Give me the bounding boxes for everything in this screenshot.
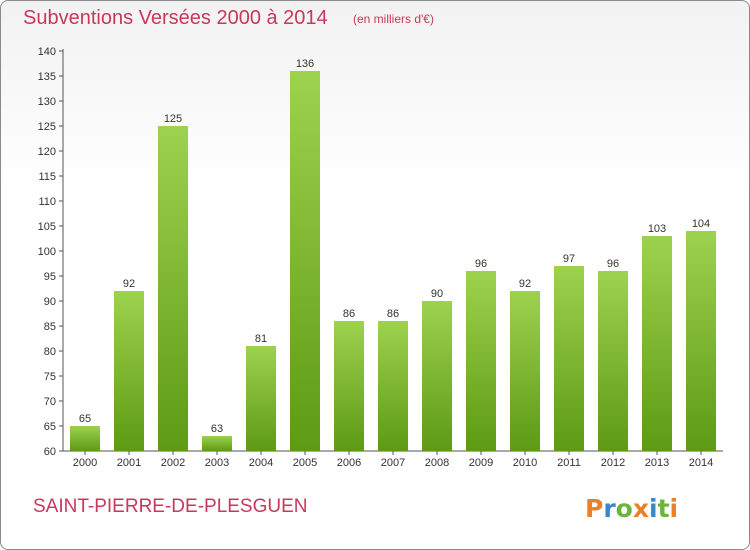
data-label-2014: 104	[692, 218, 710, 230]
bar-2002	[158, 126, 188, 451]
y-tick-label: 130	[38, 96, 56, 108]
brand-wordmark: Proxiti	[585, 494, 678, 523]
bar-2004	[246, 346, 276, 451]
x-tick-label-2008: 2008	[425, 457, 449, 469]
brand-letter: x	[633, 494, 649, 523]
y-tick-label: 115	[38, 171, 56, 183]
data-label-2002: 125	[164, 113, 182, 125]
data-label-2012: 96	[607, 258, 619, 270]
x-tick-label-2001: 2001	[117, 457, 141, 469]
bar-2000	[70, 426, 100, 451]
y-tick-label: 125	[38, 121, 56, 133]
x-tick-label-2006: 2006	[337, 457, 361, 469]
y-tick-label: 70	[44, 396, 56, 408]
brand-letter: P	[585, 494, 603, 523]
brand-letter: t	[658, 494, 670, 523]
data-label-2006: 86	[343, 308, 355, 320]
data-label-2003: 63	[211, 423, 223, 435]
x-tick-label-2014: 2014	[689, 457, 713, 469]
x-tick-label-2010: 2010	[513, 457, 537, 469]
x-tick-label-2005: 2005	[293, 457, 317, 469]
proxiti-logo: Proxiti	[585, 494, 678, 523]
bar-2010	[510, 291, 540, 451]
y-tick-label: 140	[38, 46, 56, 58]
x-tick-label-2009: 2009	[469, 457, 493, 469]
y-tick-label: 100	[38, 246, 56, 258]
bar-2008	[422, 301, 452, 451]
brand-letter: i	[649, 494, 658, 523]
bar-2006	[334, 321, 364, 451]
data-label-2010: 92	[519, 278, 531, 290]
y-tick-label: 65	[44, 421, 56, 433]
x-tick-label-2000: 2000	[73, 457, 97, 469]
chart-bars: 65 92 125 63 81 136 86 86 90 96 92 97 96 103 104	[70, 58, 716, 451]
data-label-2007: 86	[387, 308, 399, 320]
bar-2005	[290, 71, 320, 451]
bar-2011	[554, 266, 584, 451]
data-label-2008: 90	[431, 288, 443, 300]
x-tick-label-2004: 2004	[249, 457, 273, 469]
bar-2014	[686, 231, 716, 451]
x-tick-label-2013: 2013	[645, 457, 669, 469]
y-tick-label: 85	[44, 321, 56, 333]
y-tick-label: 120	[38, 146, 56, 158]
y-tick-label: 105	[38, 221, 56, 233]
y-tick-label: 135	[38, 71, 56, 83]
y-tick-label: 60	[44, 446, 56, 458]
data-label-2000: 65	[79, 413, 91, 425]
x-tick-label-2007: 2007	[381, 457, 405, 469]
y-tick-label: 90	[44, 296, 56, 308]
x-tick-label-2012: 2012	[601, 457, 625, 469]
bar-2001	[114, 291, 144, 451]
bar-2003	[202, 436, 232, 451]
y-tick-label: 110	[38, 196, 56, 208]
bar-2013	[642, 236, 672, 451]
brand-letter: r	[603, 494, 616, 523]
data-label-2013: 103	[648, 223, 666, 235]
brand-letter: o	[616, 494, 633, 523]
x-tick-label-2002: 2002	[161, 457, 185, 469]
data-label-2011: 97	[563, 253, 575, 265]
chart-unit: (en milliers d'€)	[353, 12, 434, 26]
bar-2007	[378, 321, 408, 451]
data-label-2001: 92	[123, 278, 135, 290]
y-tick-label: 75	[44, 371, 56, 383]
data-label-2009: 96	[475, 258, 487, 270]
chart-title: Subventions Versées 2000 à 2014	[23, 7, 328, 29]
bar-2012	[598, 271, 628, 451]
brand-letter: i	[670, 494, 679, 523]
y-tick-label: 80	[44, 346, 56, 358]
data-label-2004: 81	[255, 333, 267, 345]
bar-2009	[466, 271, 496, 451]
data-label-2005: 136	[296, 58, 314, 70]
y-tick-label: 95	[44, 271, 56, 283]
x-tick-label-2011: 2011	[557, 457, 581, 469]
x-tick-label-2003: 2003	[205, 457, 229, 469]
city-name: SAINT-PIERRE-DE-PLESGUEN	[33, 496, 308, 517]
